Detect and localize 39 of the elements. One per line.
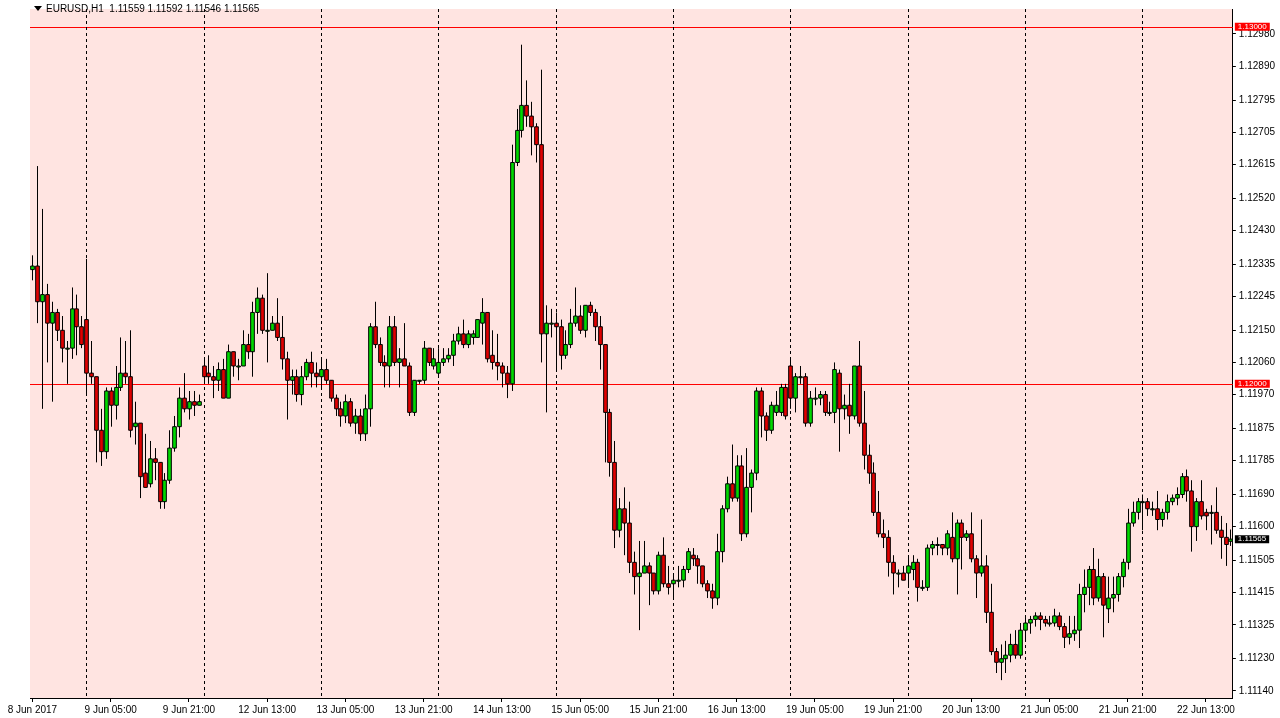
y-tick-label: 1.12795 <box>1238 93 1276 105</box>
y-tick-label: 1.12335 <box>1238 258 1276 269</box>
y-tick-label: 1.11505 <box>1238 554 1275 566</box>
x-tick-label: 19 Jun 05:00 <box>785 703 845 715</box>
y-tick-label: 1.11140 <box>1238 684 1274 696</box>
x-tick-label: 21 Jun 21:00 <box>1098 703 1158 715</box>
x-tick-label: 20 Jun 13:00 <box>942 703 1001 715</box>
y-tick-label: 1.11325 <box>1238 618 1275 630</box>
x-tick-label: 9 Jun 05:00 <box>84 703 138 715</box>
y-tick-label: 1.12245 <box>1238 290 1276 302</box>
x-tick-label: 14 Jun 13:00 <box>472 703 532 715</box>
y-tick-label: 1.11230 <box>1238 652 1275 664</box>
y-tick-label: 1.12430 <box>1238 224 1276 236</box>
y-tick-label: 1.12890 <box>1238 59 1276 71</box>
y-tick-label: 1.12705 <box>1238 125 1276 137</box>
y-tick-label: 1.11785 <box>1238 454 1275 466</box>
y-tick-label: 1.11690 <box>1238 488 1275 500</box>
x-tick-label: 16 Jun 13:00 <box>707 703 766 715</box>
x-tick-label: 13 Jun 21:00 <box>394 703 453 715</box>
x-tick-label: 9 Jun 21:00 <box>162 703 216 715</box>
text: 1.11565 <box>1237 534 1267 544</box>
y-tick-label: 1.12150 <box>1238 324 1276 336</box>
x-tick-label: 22 Jun 13:00 <box>1177 703 1236 715</box>
y-tick-label: 1.11600 <box>1238 520 1275 532</box>
x-tick-label: 13 Jun 05:00 <box>316 703 375 715</box>
ref-line-label: 1.12000 <box>1237 379 1268 389</box>
y-tick-label: 1.11875 <box>1238 422 1275 434</box>
x-tick-label: 15 Jun 21:00 <box>629 703 688 715</box>
y-tick-label: 1.12060 <box>1238 356 1276 368</box>
y-tick-label: 1.12615 <box>1238 158 1276 170</box>
x-tick-label: 8 Jun 2017 <box>7 703 58 715</box>
x-tick-label: 19 Jun 21:00 <box>864 703 923 715</box>
x-tick-label: 15 Jun 05:00 <box>551 703 610 715</box>
x-tick-label: 21 Jun 05:00 <box>1020 703 1079 715</box>
y-tick-label: 1.12520 <box>1238 191 1276 203</box>
chart-title: EURUSD,H1 1.11559 1.11592 1.11546 1.11565 <box>46 3 260 14</box>
y-tick-label: 1.11415 <box>1238 586 1275 598</box>
y-tick-label: 1.11970 <box>1238 388 1275 400</box>
x-tick-label: 12 Jun 13:00 <box>238 703 297 715</box>
